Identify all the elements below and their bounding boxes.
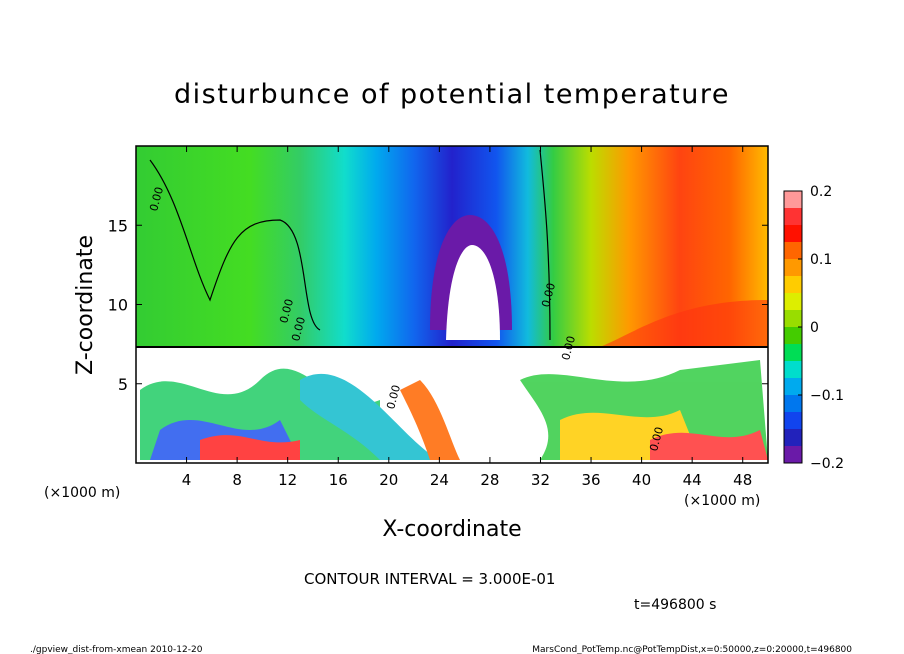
x-tick-label: 48 [733,471,752,489]
colorbar-tick-label: 0.2 [810,184,832,200]
colorbar-swatch [784,310,802,328]
chart-title: disturbunce of potential temperature [174,79,730,110]
colorbar-ticks: 0.2 0.1 0 −0.1 −0.2 [798,184,844,472]
x-tick-label: 24 [430,471,449,489]
y-axis-label: Z-coordinate [73,235,98,375]
colorbar-swatch [784,327,802,345]
colorbar-tick-label: −0.2 [810,456,844,472]
x-tick-label: 28 [480,471,499,489]
colorbar-swatch [784,446,802,464]
white-core [446,245,500,340]
contour-label: 0.00 [647,426,666,453]
colorbar-tick-label: −0.1 [810,388,844,404]
x-tick-label: 40 [632,471,651,489]
contour-labels: 0.000.000.000.000.000.000.00 [147,186,666,453]
x-tick-label: 20 [379,471,398,489]
y-axis-ticks: 5 10 15 [108,216,768,394]
colorbar-swatch [784,259,802,277]
lower-noise [140,360,768,460]
x-axis-label: X-coordinate [382,517,521,542]
colorbar-swatch [784,429,802,447]
time-stamp: t=496800 s [634,597,716,613]
colorbar-swatch [784,378,802,396]
contour-label: 0.00 [384,384,403,411]
colorbar-swatch [784,293,802,311]
contour-label: 0.00 [277,298,296,325]
x-tick-label: 12 [278,471,297,489]
zero-contour-left [149,159,321,331]
colorbar-swatch [784,412,802,430]
x-unit-right: (×1000 m) [684,493,760,509]
colorbar-swatch [784,225,802,243]
colorbar-swatch [784,242,802,260]
colorbar-swatch [784,361,802,379]
colorbar-swatch [784,208,802,226]
colorbar-tick-label: 0 [810,320,819,336]
contour-label: 0.00 [559,335,578,362]
y-tick-label: 5 [118,375,128,394]
footer-right: MarsCond_PotTemp.nc@PotTempDist,x=0:5000… [532,645,852,654]
x-axis-ticks: 4 8 12 16 20 24 28 32 36 40 44 48 [182,146,752,489]
colorbar-swatch [784,344,802,362]
x-tick-label: 16 [329,471,348,489]
y-tick-label: 10 [108,296,128,315]
orange-lower-band [600,300,768,347]
plot-area [135,145,769,464]
x-tick-label: 36 [581,471,600,489]
contour-interval: CONTOUR INTERVAL = 3.000E-01 [304,570,555,588]
y-tick-label: 15 [108,216,128,235]
x-unit-left: (×1000 m) [44,485,120,501]
colorbar-swatch [784,191,802,209]
x-tick-label: 32 [531,471,550,489]
footer-left: ./gpview_dist-from-xmean 2010-12-20 [30,645,203,654]
colorbar-swatch [784,395,802,413]
contour-label: 0.00 [539,282,558,309]
x-tick-label: 8 [232,471,242,489]
colorbar-swatch [784,276,802,294]
colorbar-tick-label: 0.1 [810,252,832,268]
x-tick-label: 4 [182,471,192,489]
x-tick-label: 44 [683,471,702,489]
contour-label: 0.00 [147,186,166,213]
contour-label: 0.00 [289,316,308,343]
zero-contour-right [539,149,551,341]
colorbar [783,190,803,464]
